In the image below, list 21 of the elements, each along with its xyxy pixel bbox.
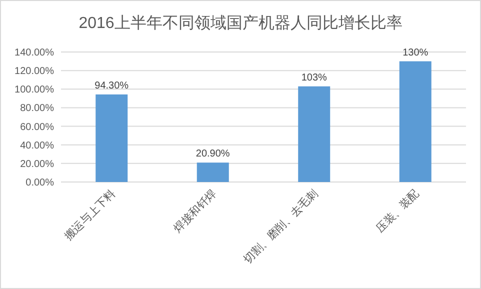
y-tick-label: 120.00% <box>14 66 54 78</box>
y-tick-label: 0.00% <box>26 178 54 188</box>
data-label: 103% <box>301 72 328 84</box>
x-tick-label: 搬运与上下料 <box>62 186 118 243</box>
y-tick-label: 100.00% <box>14 84 54 96</box>
data-label: 20.90% <box>196 148 230 160</box>
y-tick-label: 20.00% <box>20 158 54 170</box>
bar <box>298 86 330 182</box>
x-tick-label: 切割、磨削、去毛刺 <box>241 186 320 266</box>
x-tick-label: 焊接和钎焊 <box>170 186 219 236</box>
y-tick-label: 140.00% <box>14 48 54 58</box>
bar <box>399 61 432 182</box>
bar <box>96 94 128 182</box>
y-tick-label: 60.00% <box>20 122 54 133</box>
bar <box>196 162 229 182</box>
data-label: 130% <box>402 47 428 58</box>
data-label: 94.30% <box>94 80 129 92</box>
x-tick-label: 压装、装配 <box>373 186 422 236</box>
y-tick-label: 80.00% <box>20 103 54 114</box>
chart-title: 2016上半年不同领域国产机器人同比增长比率 <box>78 14 402 32</box>
y-tick-label: 40.00% <box>20 140 54 152</box>
